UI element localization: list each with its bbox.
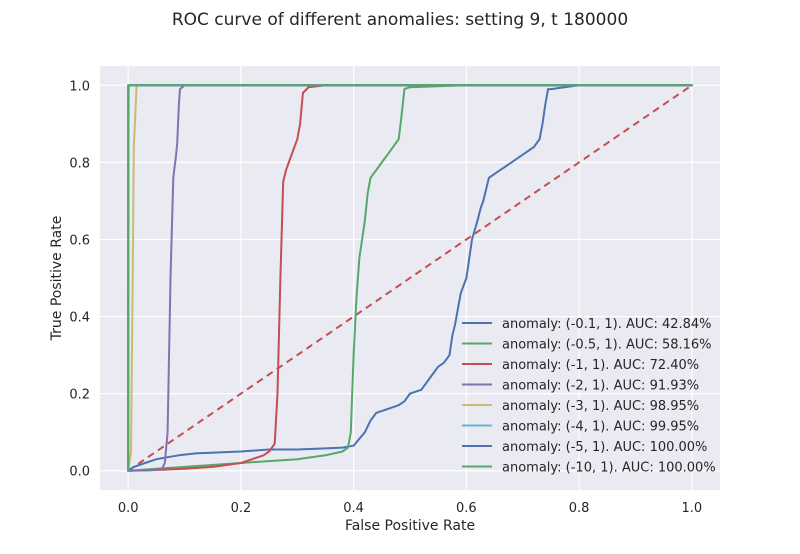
legend-label: anomaly: (-4, 1). AUC: 99.95% <box>502 420 699 435</box>
chart-title: ROC curve of different anomalies: settin… <box>172 10 628 30</box>
legend: anomaly: (-0.1, 1). AUC: 42.84% anomaly: … <box>462 317 716 476</box>
legend-label: anomaly: (-0.5, 1). AUC: 58.16% <box>502 338 712 353</box>
diagonal-reference <box>127 84 693 472</box>
y-tick-label: 0.4 <box>69 311 90 326</box>
x-tick-label: 0.6 <box>456 501 477 516</box>
y-tick-label: 1.0 <box>69 79 90 94</box>
legend-label: anomaly: (-2, 1). AUC: 91.93% <box>502 379 699 394</box>
series-line-1 <box>127 84 693 472</box>
series-lines <box>127 84 693 472</box>
series-line-2 <box>127 84 693 472</box>
legend-label: anomaly: (-0.1, 1). AUC: 42.84% <box>502 317 712 332</box>
x-tick-label: 0.8 <box>569 501 590 516</box>
y-tick-label: 0.0 <box>69 465 90 480</box>
x-tick-labels: 0.0 0.2 0.4 0.6 0.8 1.0 <box>118 501 702 516</box>
legend-label: anomaly: (-1, 1). AUC: 72.40% <box>502 358 699 373</box>
y-axis-label: True Positive Rate <box>49 216 65 342</box>
x-tick-label: 0.4 <box>343 501 364 516</box>
y-tick-label: 0.2 <box>69 388 90 403</box>
grid-lines <box>100 66 720 490</box>
x-tick-label: 0.2 <box>231 501 252 516</box>
series-line-7 <box>127 84 693 472</box>
series-line-0 <box>127 84 693 472</box>
x-tick-label: 0.0 <box>118 501 139 516</box>
x-tick-label: 1.0 <box>681 501 702 516</box>
y-tick-label: 0.6 <box>69 233 90 248</box>
x-axis-label: False Positive Rate <box>345 518 475 534</box>
y-tick-label: 0.8 <box>69 156 90 171</box>
legend-label: anomaly: (-5, 1). AUC: 100.00% <box>502 440 707 455</box>
y-tick-labels: 0.0 0.2 0.4 0.6 0.8 1.0 <box>69 79 90 479</box>
legend-label: anomaly: (-3, 1). AUC: 98.95% <box>502 399 699 414</box>
legend-label: anomaly: (-10, 1). AUC: 100.00% <box>502 461 716 476</box>
diagonal-line <box>127 84 693 472</box>
